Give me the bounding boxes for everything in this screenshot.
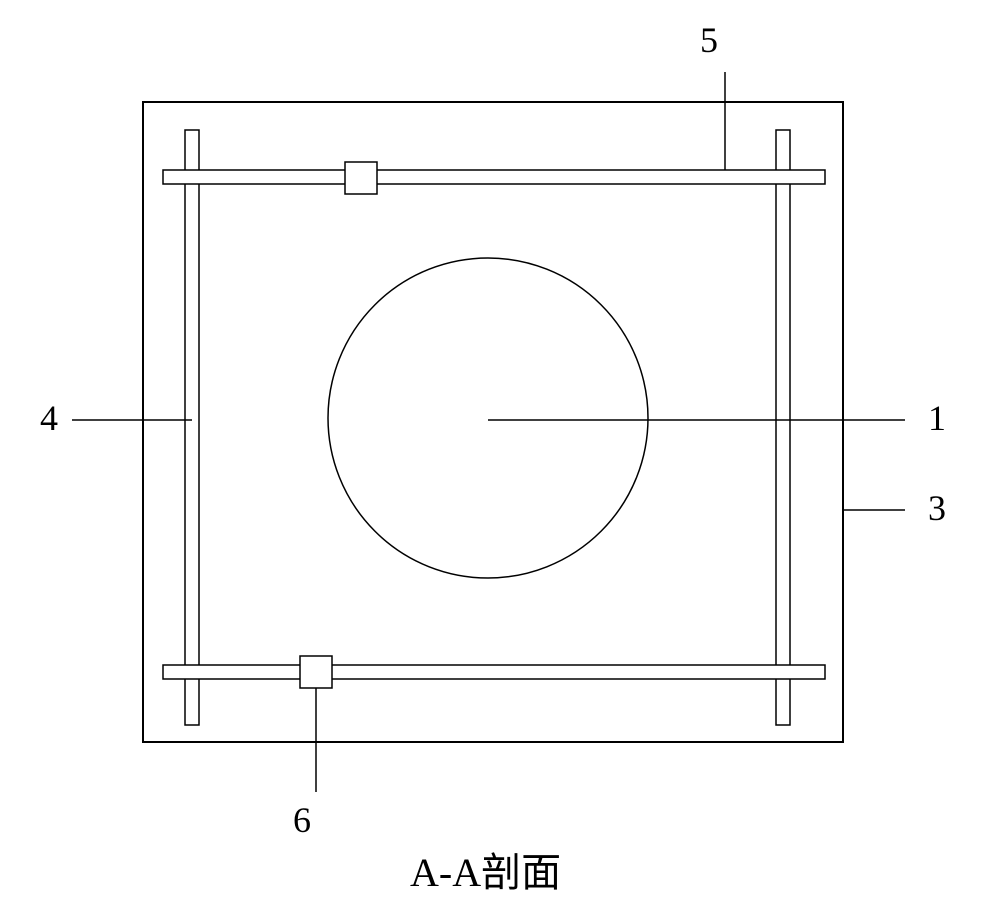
callout-label-5: 5 — [700, 22, 718, 58]
connector-block-top — [345, 162, 377, 194]
callout-label-6: 6 — [293, 802, 311, 838]
figure-caption: A-A剖面 — [410, 840, 561, 898]
center-circle — [328, 258, 648, 578]
diagram-canvas: 5 4 1 3 6 A-A剖面 — [0, 0, 1000, 903]
callout-label-3: 3 — [928, 490, 946, 526]
callout-label-4: 4 — [40, 400, 58, 436]
horizontal-bar-bottom — [163, 665, 825, 679]
vertical-bar-right — [776, 130, 790, 725]
connector-block-bottom — [300, 656, 332, 688]
vertical-bar-left — [185, 130, 199, 725]
diagram-svg — [0, 0, 1000, 903]
horizontal-bar-top — [163, 170, 825, 184]
callout-label-1: 1 — [928, 400, 946, 436]
